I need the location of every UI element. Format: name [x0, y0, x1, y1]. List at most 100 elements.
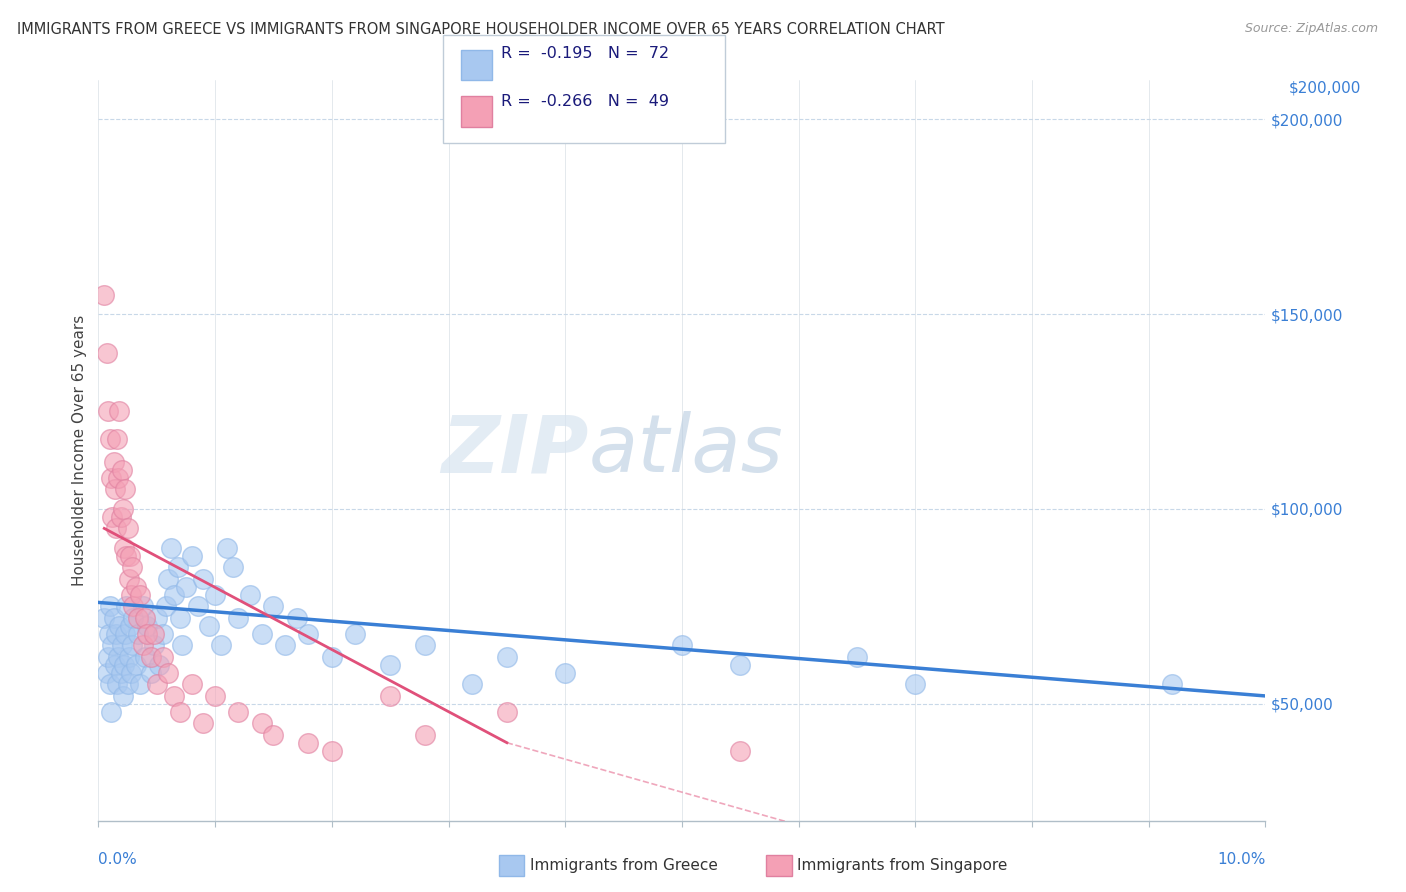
Point — [380, 689, 402, 703]
Point — [118, 619, 141, 633]
Point — [129, 677, 152, 691]
Text: R =  -0.266   N =  49: R = -0.266 N = 49 — [501, 95, 668, 109]
Text: ZIP: ZIP — [441, 411, 589, 490]
Point — [193, 716, 215, 731]
Point — [96, 346, 118, 360]
Y-axis label: Householder Income Over 65 years: Householder Income Over 65 years — [72, 315, 87, 586]
Point — [117, 521, 139, 535]
Point — [146, 611, 169, 625]
Point — [100, 705, 122, 719]
Point — [134, 611, 156, 625]
Point — [136, 619, 159, 633]
Point — [250, 716, 273, 731]
Point — [104, 657, 127, 672]
Point — [263, 728, 285, 742]
Point — [115, 599, 138, 614]
Point — [155, 599, 177, 614]
Point — [104, 483, 127, 497]
Point — [132, 599, 155, 614]
Point — [163, 588, 186, 602]
Point — [103, 455, 125, 469]
Point — [157, 665, 180, 680]
Point — [115, 549, 138, 563]
Point — [321, 743, 343, 757]
Point — [239, 588, 262, 602]
Point — [413, 728, 436, 742]
Point — [114, 626, 136, 640]
Point — [163, 689, 186, 703]
Text: R =  -0.195   N =  72: R = -0.195 N = 72 — [501, 46, 669, 61]
Point — [228, 611, 250, 625]
Point — [172, 638, 194, 652]
Point — [730, 657, 752, 672]
Point — [132, 638, 155, 652]
Point — [125, 657, 148, 672]
Point — [180, 677, 202, 691]
Point — [169, 611, 191, 625]
Point — [193, 572, 215, 586]
Text: Source: ZipAtlas.com: Source: ZipAtlas.com — [1244, 22, 1378, 36]
Point — [461, 677, 484, 691]
Point — [204, 689, 226, 703]
Point — [122, 611, 145, 625]
Point — [139, 665, 162, 680]
Point — [127, 626, 149, 640]
Point — [98, 432, 121, 446]
Point — [103, 611, 125, 625]
Point — [120, 588, 142, 602]
Point — [198, 619, 221, 633]
Point — [101, 509, 124, 524]
Point — [846, 650, 869, 665]
Text: atlas: atlas — [589, 411, 783, 490]
Point — [152, 626, 174, 640]
Point — [107, 650, 129, 665]
Point — [344, 626, 367, 640]
Point — [98, 677, 121, 691]
Point — [139, 650, 162, 665]
Point — [228, 705, 250, 719]
Point — [111, 502, 134, 516]
Point — [122, 599, 145, 614]
Point — [204, 588, 226, 602]
Point — [93, 611, 115, 625]
Point — [111, 638, 134, 652]
Point — [111, 463, 134, 477]
Point — [97, 404, 120, 418]
Point — [143, 638, 166, 652]
Point — [152, 650, 174, 665]
Point — [127, 611, 149, 625]
Point — [496, 650, 519, 665]
Point — [97, 626, 120, 640]
Point — [129, 588, 152, 602]
Point — [285, 611, 308, 625]
Point — [221, 560, 243, 574]
Point — [104, 521, 127, 535]
Point — [111, 689, 134, 703]
Point — [180, 549, 202, 563]
Point — [121, 560, 143, 574]
Point — [297, 736, 319, 750]
Point — [554, 665, 576, 680]
Point — [98, 599, 121, 614]
Point — [134, 650, 156, 665]
Point — [297, 626, 319, 640]
Point — [105, 677, 128, 691]
Point — [215, 541, 238, 555]
Point — [143, 626, 166, 640]
Point — [157, 572, 180, 586]
Point — [93, 287, 115, 301]
Point — [110, 665, 132, 680]
Point — [148, 657, 170, 672]
Point — [121, 638, 143, 652]
Point — [108, 404, 131, 418]
Point — [118, 549, 141, 563]
Point — [187, 599, 209, 614]
Point — [105, 432, 128, 446]
Point — [118, 572, 141, 586]
Point — [136, 626, 159, 640]
Point — [112, 541, 135, 555]
Point — [1161, 677, 1184, 691]
Point — [380, 657, 402, 672]
Point — [117, 677, 139, 691]
Text: Immigrants from Singapore: Immigrants from Singapore — [797, 858, 1008, 872]
